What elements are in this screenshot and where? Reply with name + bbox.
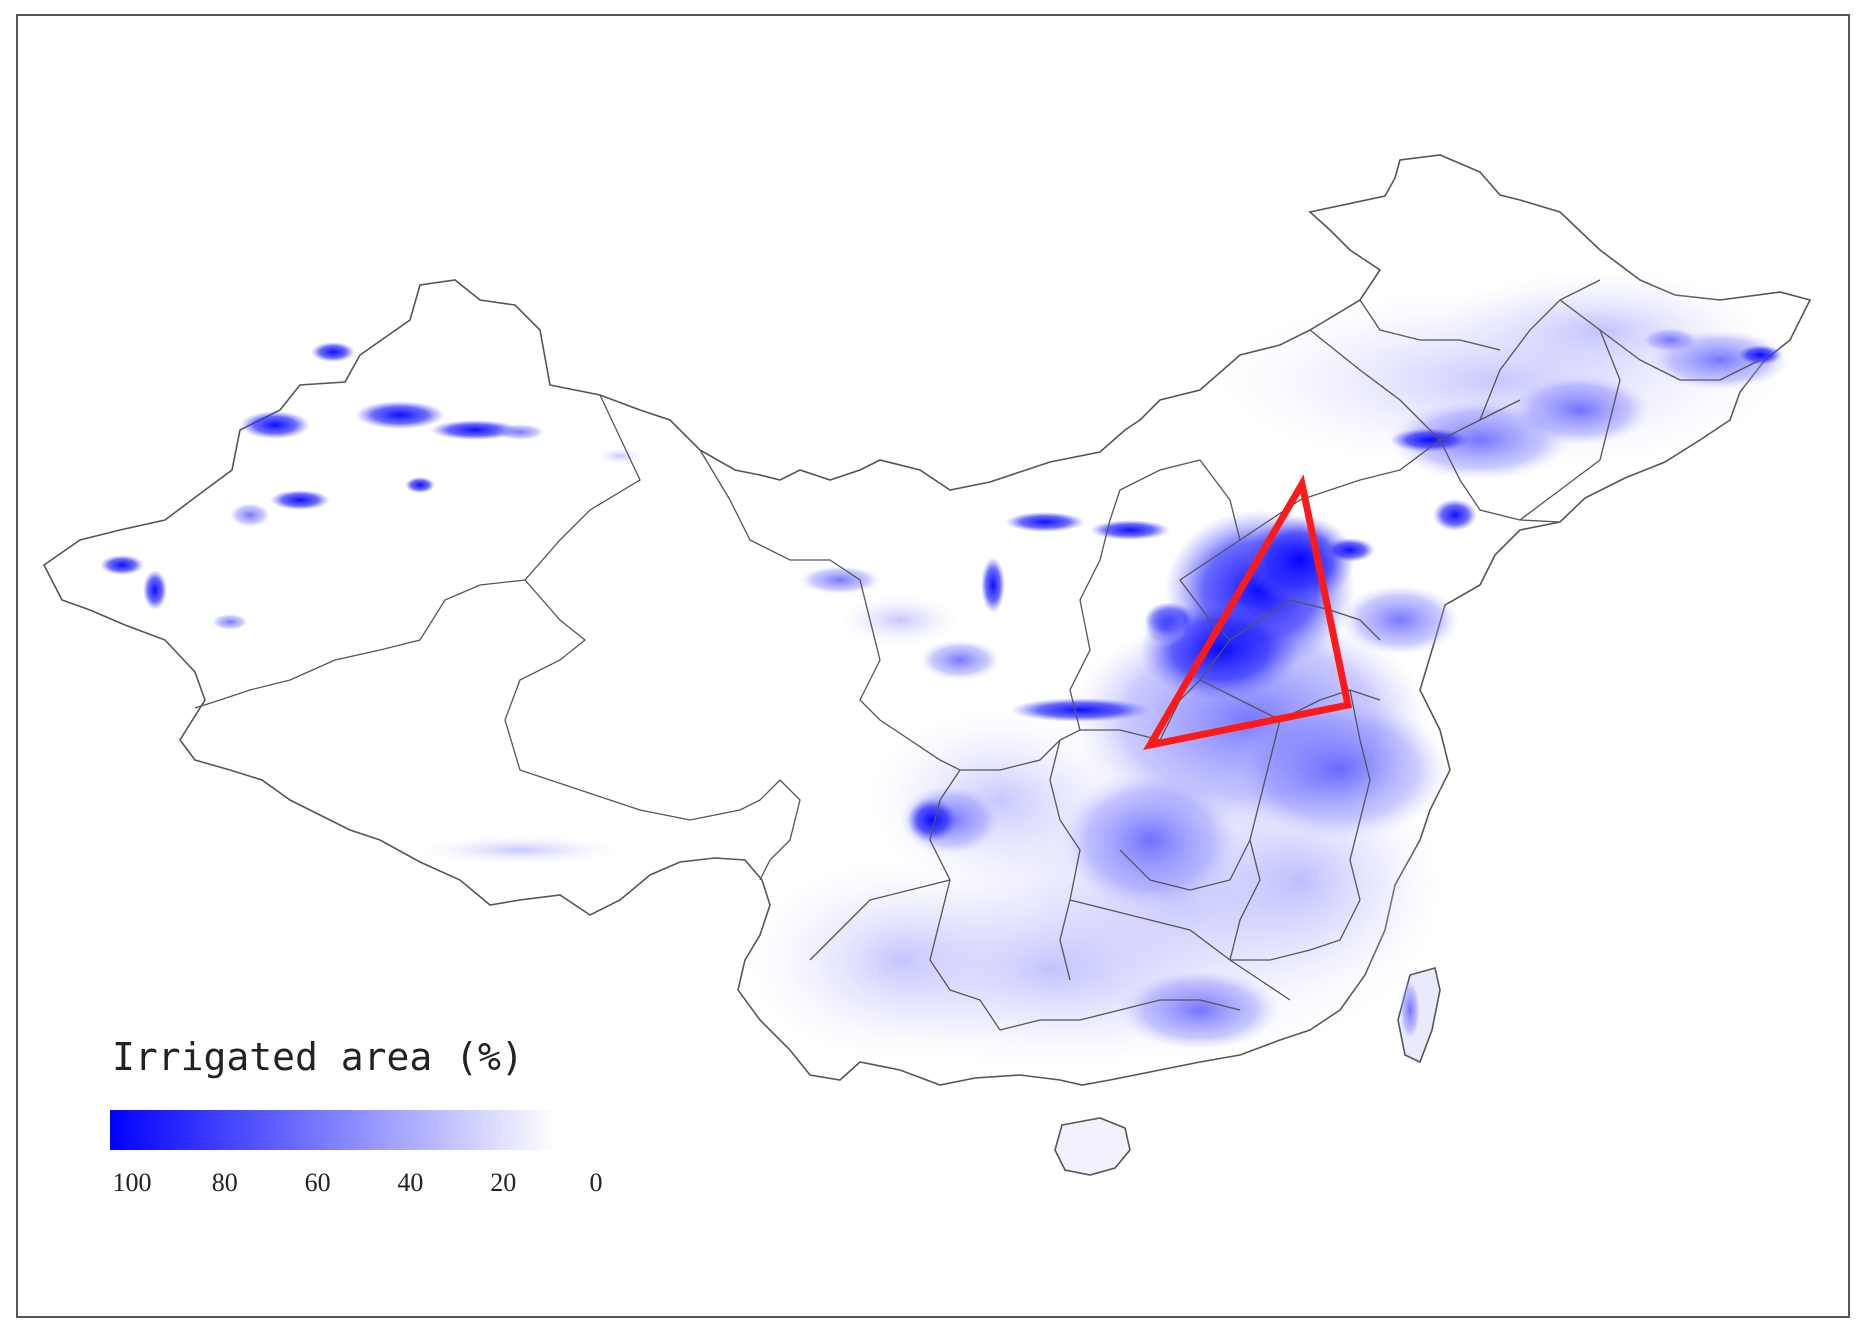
legend-title: Irrigated area (%) xyxy=(112,1035,524,1079)
legend-tick: 100 xyxy=(112,1168,152,1197)
highlight-triangle xyxy=(1143,474,1353,750)
legend-tick: 80 xyxy=(211,1168,238,1197)
province-boundaries xyxy=(194,279,1761,1031)
legend-tick: 60 xyxy=(304,1168,331,1197)
legend-tick: 20 xyxy=(490,1168,517,1197)
legend-tick: 40 xyxy=(397,1168,424,1197)
legend-tick: 0 xyxy=(589,1168,603,1197)
legend-color-bar xyxy=(110,1110,556,1150)
hainan-outline xyxy=(1054,1117,1131,1176)
